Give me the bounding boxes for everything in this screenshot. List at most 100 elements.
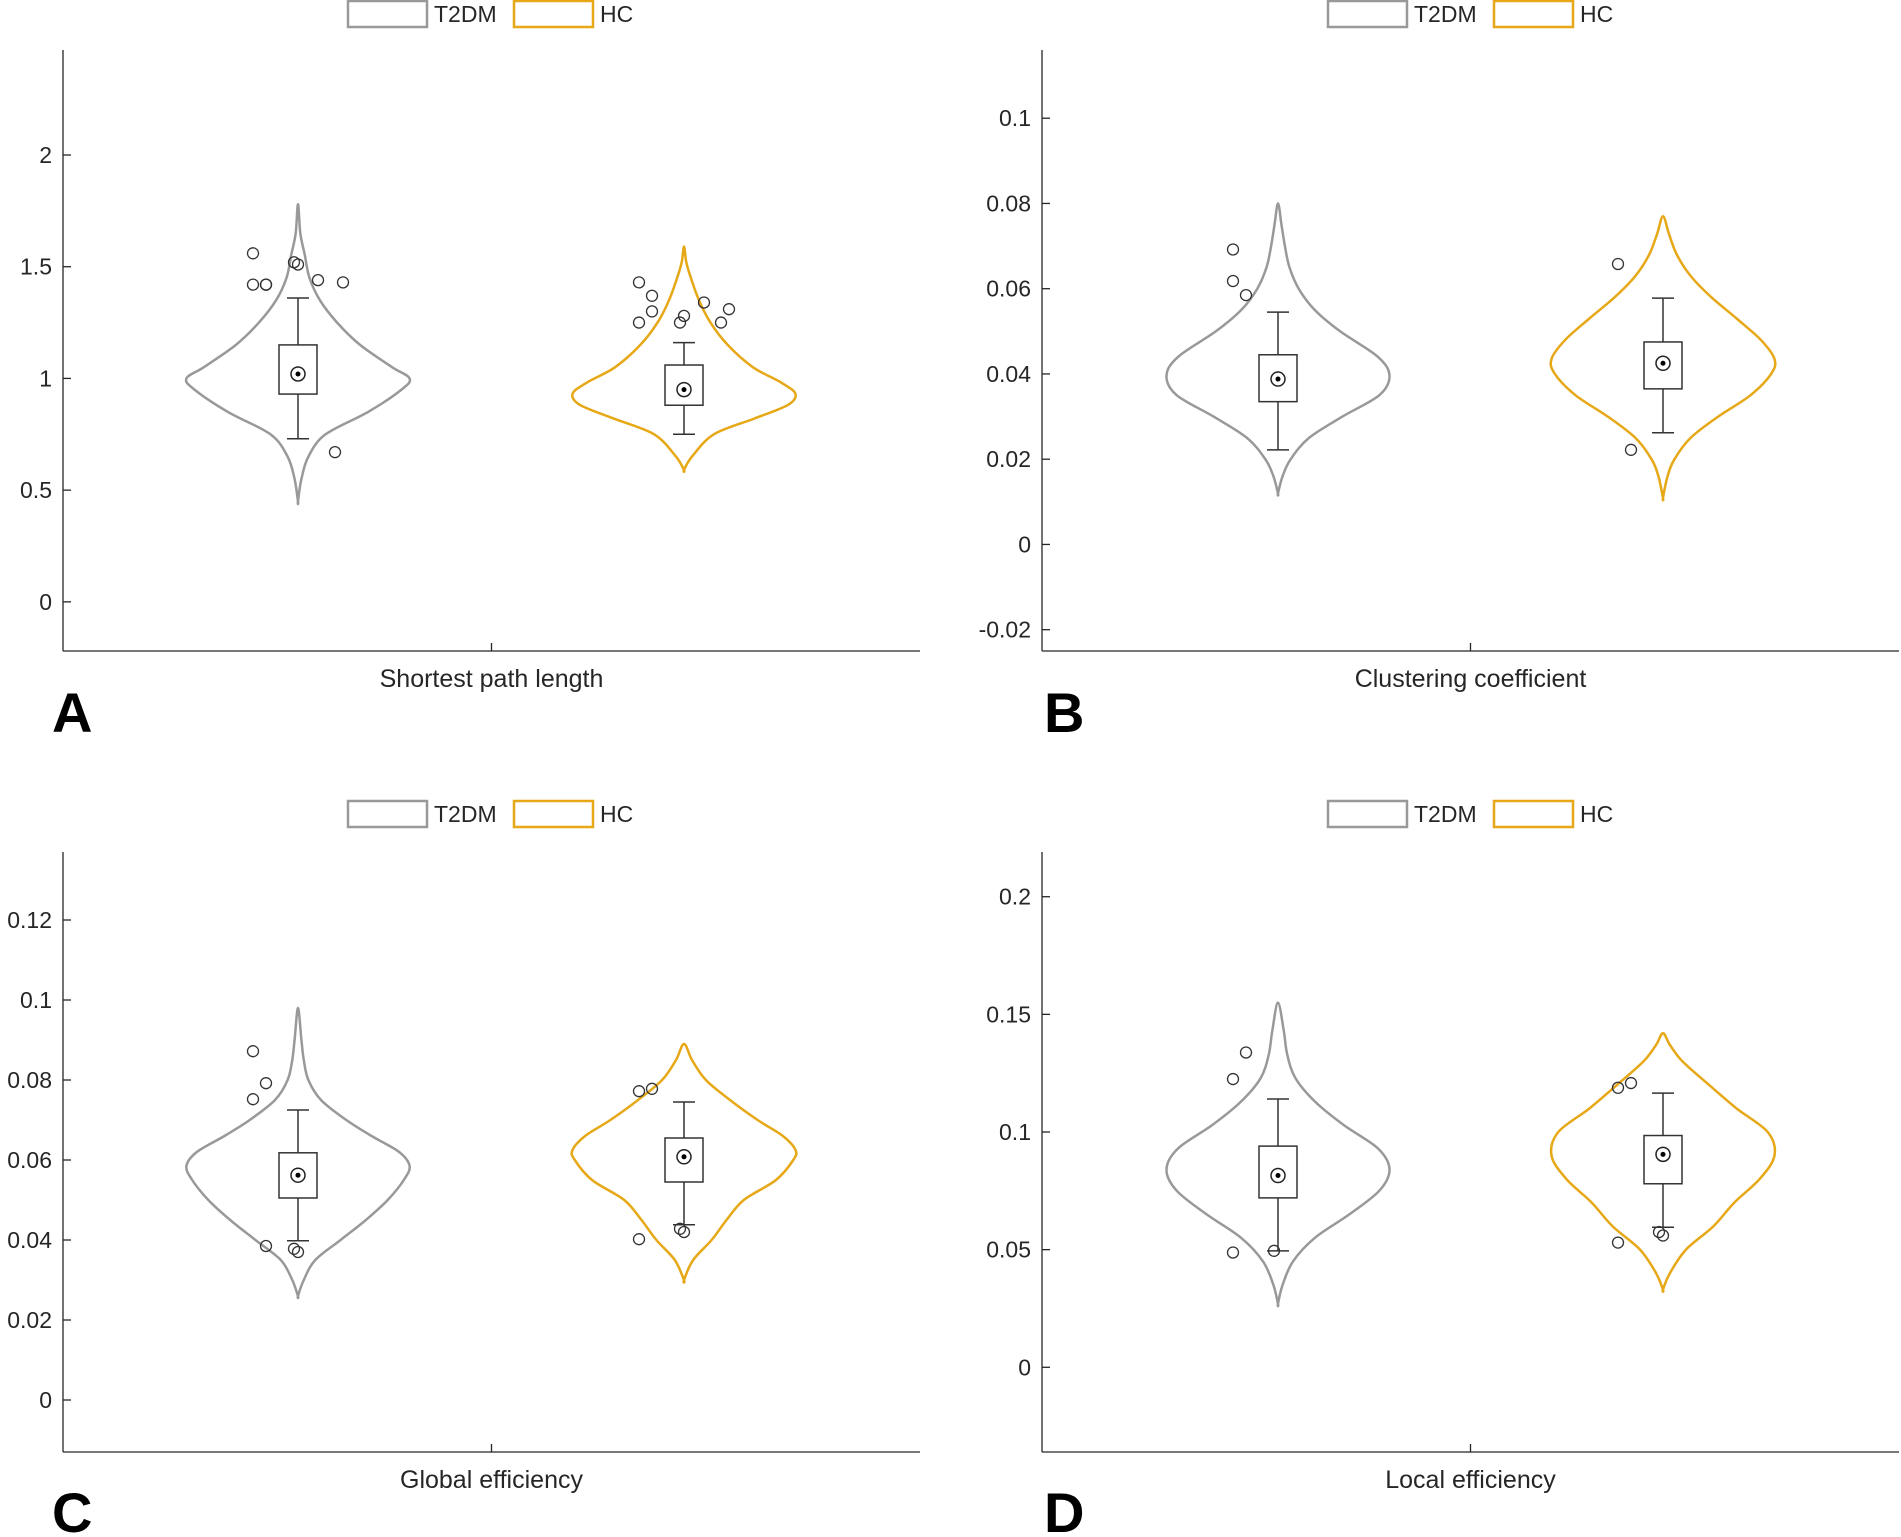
outlier-point [259, 1239, 273, 1253]
legend-label-hc: HC [1580, 1, 1613, 27]
median-marker [1655, 1146, 1671, 1163]
panel-a: T2DM HC 0 0.5 1 1.5 2 Shortest path length A [20, 0, 920, 744]
outlier-point [632, 276, 646, 289]
y-tick-label: 0.02 [7, 1307, 52, 1333]
y-tick-label: 1 [39, 365, 52, 391]
y-tick-label: 0.05 [986, 1237, 1031, 1263]
outlier-point [677, 309, 691, 323]
y-tick-label: 0.1 [999, 105, 1031, 131]
median-marker [1270, 371, 1286, 387]
violin-outline [1165, 202, 1391, 497]
violin-outline [571, 245, 797, 473]
x-axis-label: Local efficiency [1385, 1466, 1556, 1494]
outlier-point [1226, 243, 1240, 256]
median-dot [1660, 1151, 1666, 1157]
legend: T2DM HC [1326, 799, 1613, 829]
outlier-point [714, 316, 728, 329]
legend-swatch-t2dm [346, 0, 429, 29]
outlier-point [328, 446, 342, 459]
outlier-point [673, 1222, 687, 1235]
outlier-point [246, 247, 260, 260]
y-tick-label: 0 [39, 589, 52, 615]
outlier-point [311, 273, 325, 287]
y-tick-label: 2 [39, 142, 52, 168]
outlier-point [246, 1093, 260, 1106]
y-tick-label: 0.15 [986, 1001, 1031, 1027]
outlier-point [1226, 1246, 1240, 1259]
median-dot [295, 371, 301, 377]
group-hc [570, 1042, 798, 1284]
legend-swatch-t2dm [1326, 0, 1409, 29]
y-tick-label: 0.04 [7, 1227, 52, 1253]
panel-c: T2DM HC 0 0.02 0.04 0.06 0.08 0.1 0.12 Global eff… [7, 799, 920, 1537]
y-tick-label: 0.12 [7, 907, 52, 933]
legend-label-t2dm: T2DM [434, 801, 497, 827]
legend-swatch-hc [1492, 0, 1575, 29]
outlier-point [1226, 274, 1240, 288]
outlier-point [645, 305, 659, 318]
panel-b: T2DM HC -0.02 0 0.02 0.04 0.06 0.08 0.1 Clusterin… [979, 0, 1899, 744]
violin-outline [1549, 214, 1777, 502]
legend-label-t2dm: T2DM [434, 1, 497, 27]
legend: T2DM HC [1326, 0, 1613, 29]
y-tick-label: 0.08 [986, 190, 1031, 216]
y-tick-label: 0.06 [986, 276, 1031, 302]
outlier-point [1611, 257, 1625, 271]
outlier-point [1611, 1236, 1625, 1249]
y-tick-label: 0.1 [999, 1119, 1031, 1145]
outlier-point [632, 1233, 646, 1246]
iqr-box [1643, 1134, 1683, 1185]
y-tick-label: 0.04 [986, 361, 1031, 387]
outlier-point [259, 278, 273, 291]
violin-outline [1165, 1001, 1391, 1308]
outlier-point [259, 1077, 273, 1090]
panel-letter: C [52, 1481, 92, 1537]
legend-label-t2dm: T2DM [1414, 1, 1477, 27]
group-hc [1549, 1031, 1777, 1293]
outlier-point [287, 1242, 301, 1255]
legend-label-t2dm: T2DM [1414, 801, 1477, 827]
panel-d: T2DM HC 0 0.05 0.1 0.15 0.2 Local efficiency D [986, 799, 1899, 1537]
y-tick-label: 0.1 [20, 987, 52, 1013]
outlier-point [291, 1245, 305, 1259]
violin-outline [570, 1042, 798, 1284]
median-dot [681, 1154, 687, 1160]
outlier-point [722, 303, 736, 316]
outlier-point [1611, 1081, 1625, 1094]
panel-letter: B [1044, 681, 1084, 744]
y-tick-label: 0.2 [999, 884, 1031, 910]
legend-label-hc: HC [1580, 801, 1613, 827]
violin-outline [184, 202, 412, 506]
legend: T2DM HC [346, 0, 633, 29]
x-axis-label: Shortest path length [380, 665, 604, 693]
median-dot [681, 387, 687, 393]
y-tick-label: 0.08 [7, 1067, 52, 1093]
violin-outline [1549, 1031, 1777, 1293]
outlier-point [677, 1225, 691, 1239]
outlier-point [673, 316, 687, 329]
median-marker [676, 1149, 692, 1165]
legend-swatch-t2dm [346, 799, 429, 829]
outlier-point [1656, 1229, 1670, 1242]
panel-letter: D [1044, 1481, 1084, 1537]
y-tick-label: 1.5 [20, 254, 52, 280]
outlier-point [246, 1045, 260, 1058]
group-t2dm [185, 1006, 411, 1300]
outlier-point [632, 316, 646, 329]
median-marker [676, 381, 692, 398]
group-hc [571, 245, 797, 473]
legend: T2DM HC [346, 799, 633, 829]
median-marker [290, 366, 306, 382]
y-tick-label: 0 [39, 1387, 52, 1413]
outlier-point [1239, 288, 1253, 302]
outlier-point [1267, 1244, 1281, 1257]
y-tick-label: 0.5 [20, 477, 52, 503]
iqr-box [1258, 1145, 1298, 1199]
outlier-point [1624, 1076, 1638, 1090]
outlier-point [1226, 1072, 1240, 1086]
y-tick-label: 0.02 [986, 446, 1031, 472]
outlier-point [645, 1082, 659, 1095]
outlier-point [697, 296, 711, 309]
median-dot [1660, 360, 1666, 366]
median-dot [1275, 376, 1281, 382]
